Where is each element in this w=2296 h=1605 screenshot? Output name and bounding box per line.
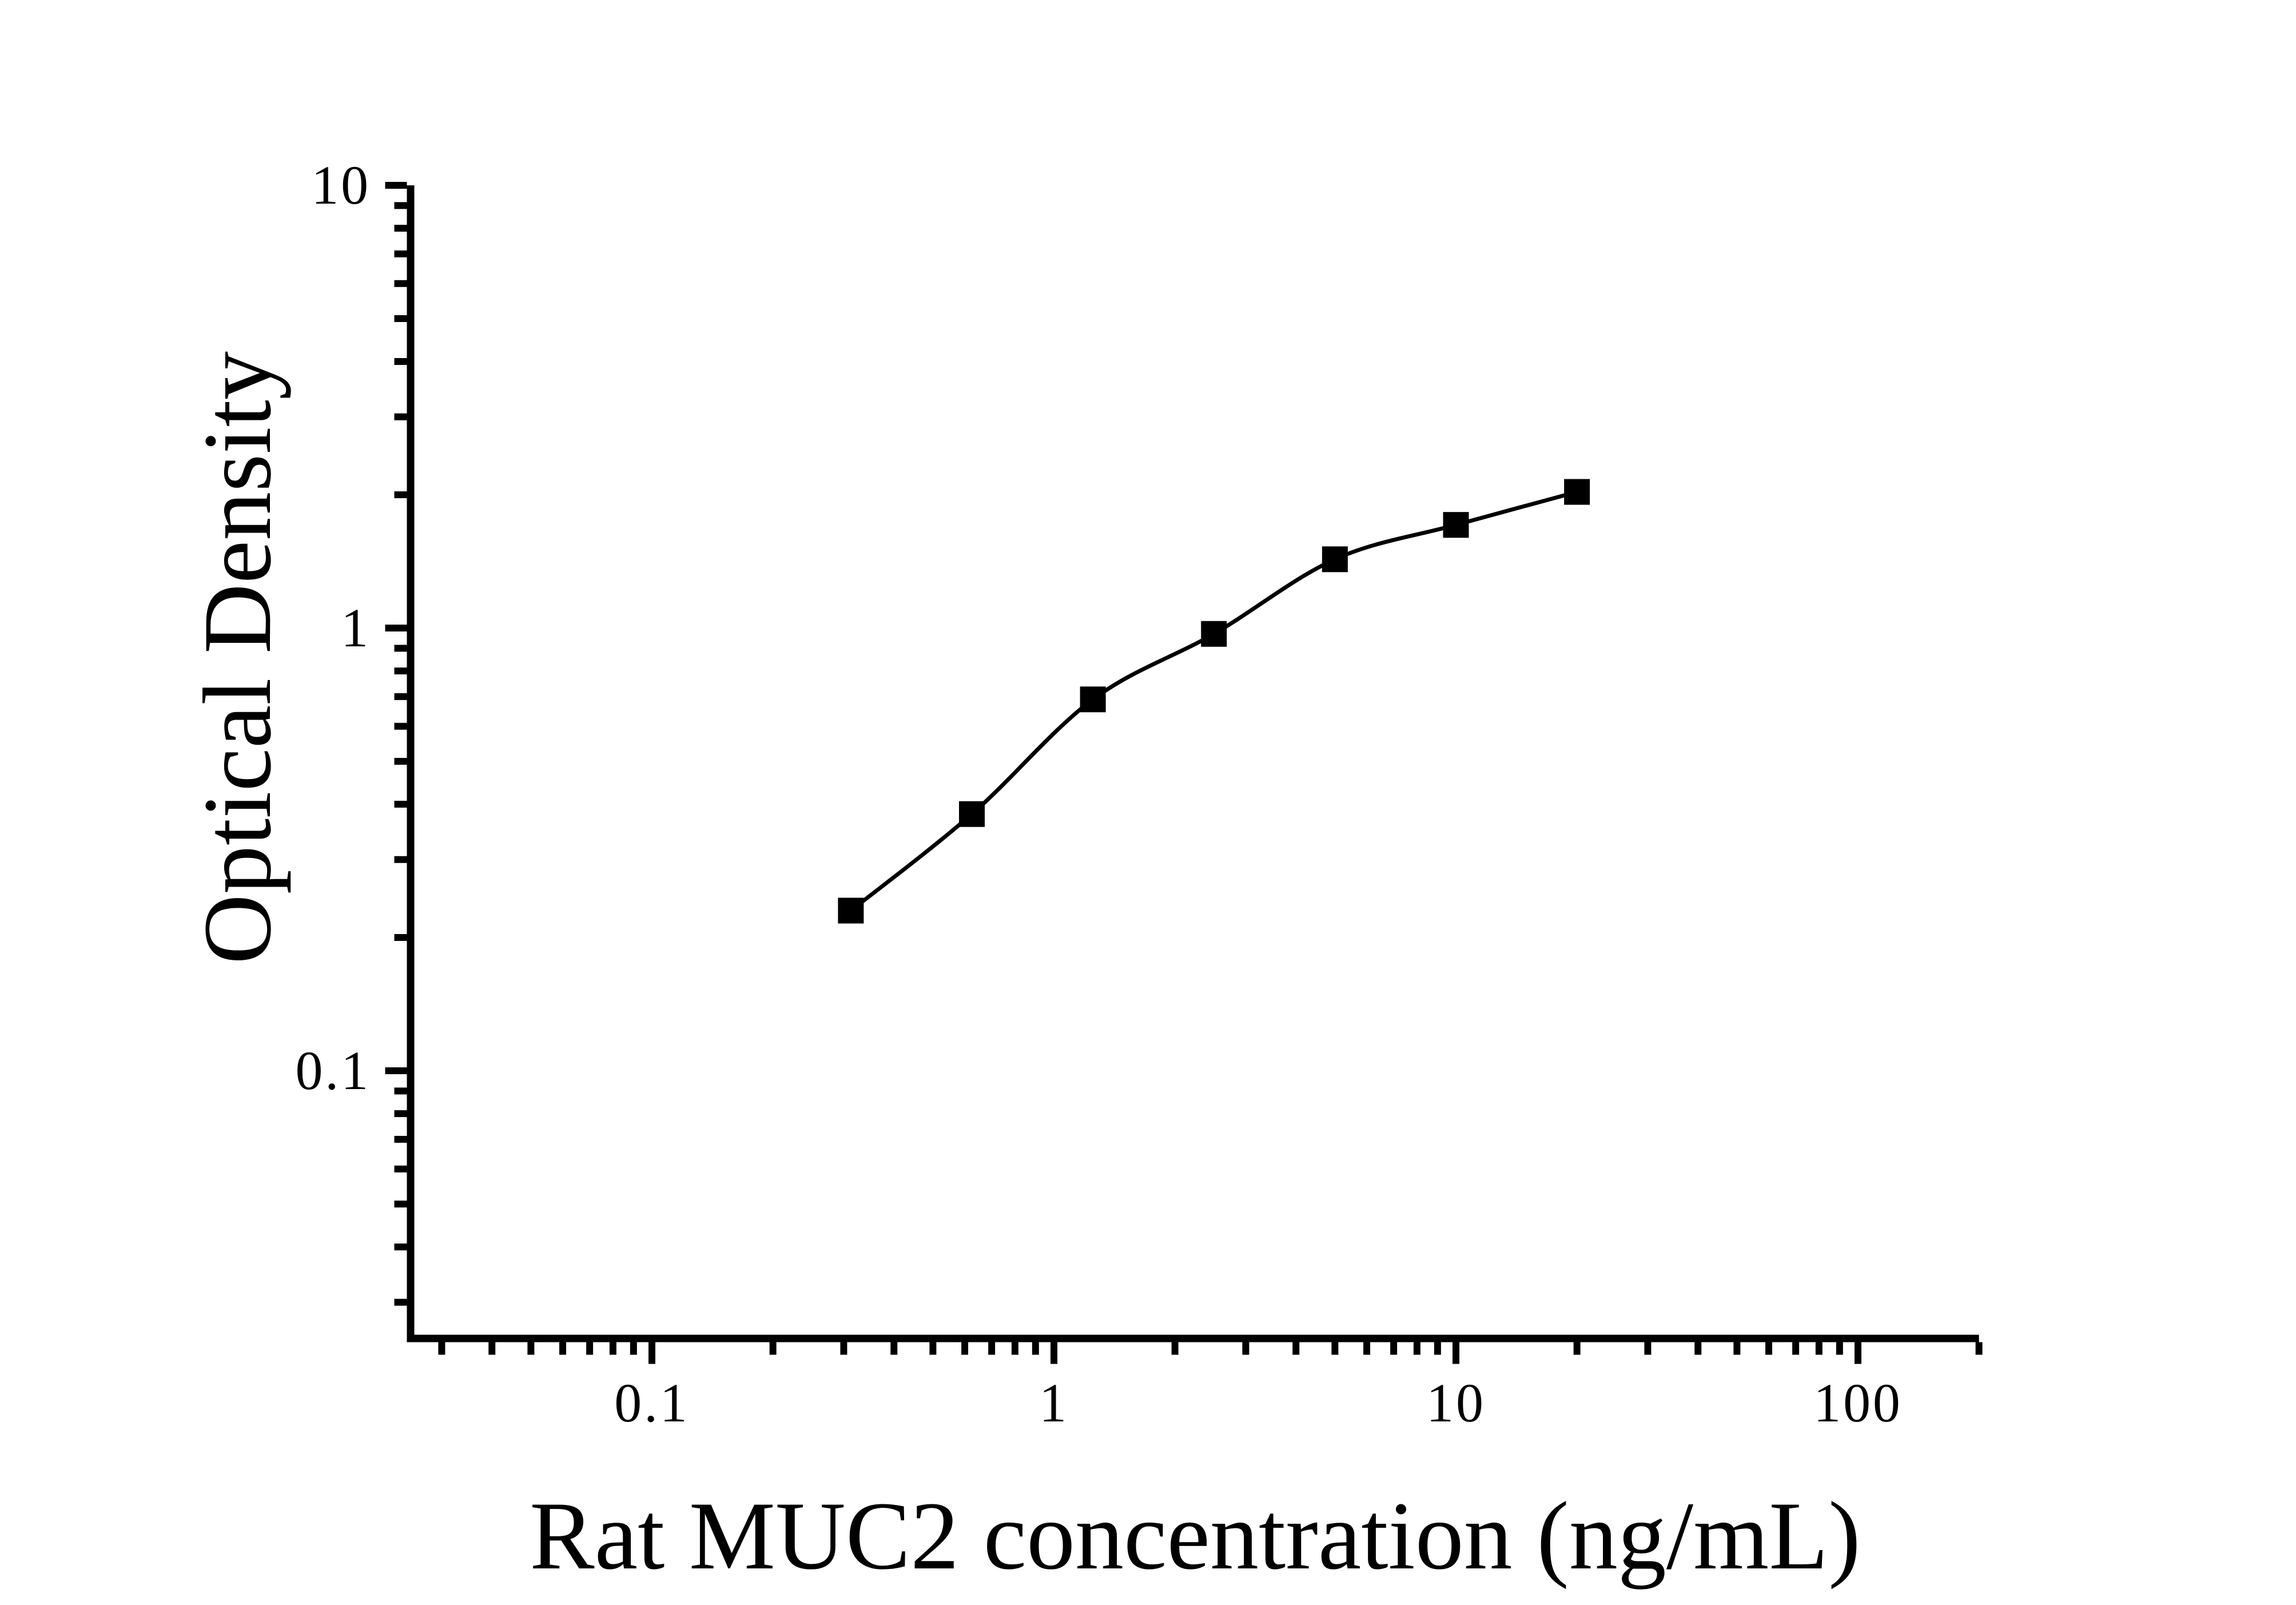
data-point-marker — [1564, 479, 1590, 505]
x-tick-label: 10 — [1426, 1372, 1486, 1433]
data-point-marker — [1322, 546, 1348, 573]
x-tick-label: 1 — [1039, 1372, 1069, 1433]
data-point-marker — [1443, 512, 1469, 538]
x-axis-title: Rat MUC2 concentration (ng/mL) — [530, 1482, 1861, 1590]
y-axis-title: Optical Density — [184, 351, 291, 964]
data-point-marker — [838, 897, 864, 924]
x-tick-label: 0.1 — [614, 1372, 690, 1433]
data-point-marker — [959, 801, 985, 827]
standard-curve-line — [849, 490, 1579, 913]
y-tick-label: 0.1 — [295, 1040, 371, 1101]
y-tick-label: 10 — [311, 154, 371, 216]
data-point-marker — [1080, 686, 1106, 713]
data-point-marker — [1201, 621, 1227, 647]
x-tick-label: 100 — [1813, 1372, 1903, 1433]
y-tick-label: 1 — [341, 597, 371, 658]
